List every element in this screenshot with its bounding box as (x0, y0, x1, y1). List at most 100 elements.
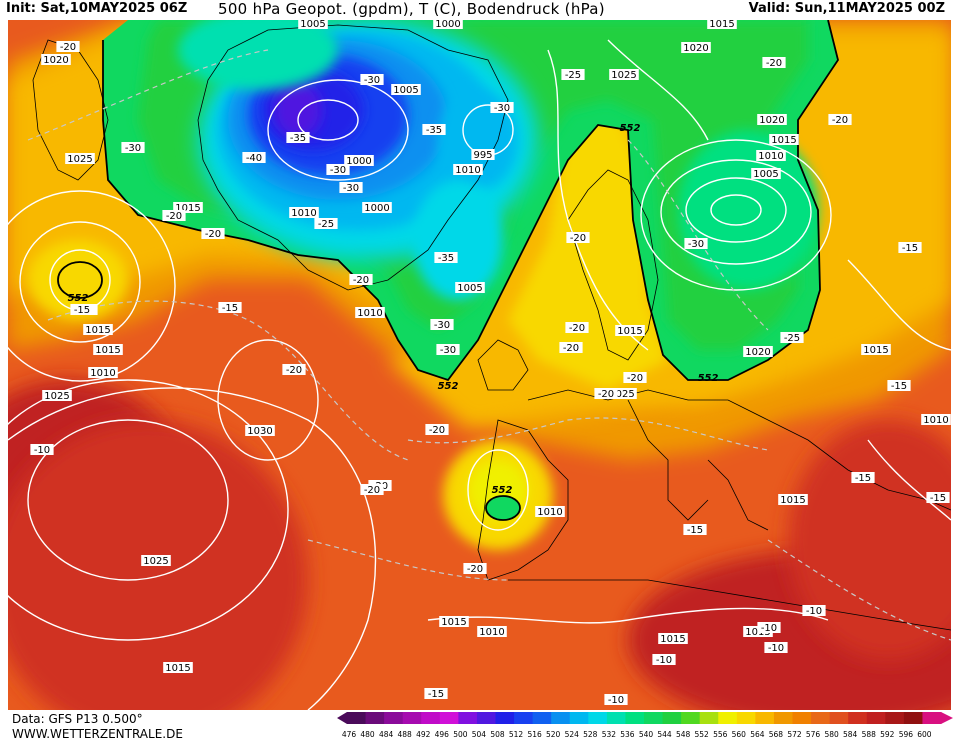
colorbar-tick-label: 492 (416, 730, 431, 739)
pressure-label: 1015 (173, 202, 203, 214)
temperature-label-box (898, 242, 922, 253)
colorbar-tick-label: 508 (490, 730, 505, 739)
coastlines (32, 24, 951, 631)
temperature-label-text: -15 (891, 381, 907, 392)
colorbar-tick-label: 588 (862, 730, 877, 739)
temperature-label: -20 (162, 210, 186, 222)
temperature-label-text: -10 (768, 643, 784, 654)
colorbar-tick-label: 540 (639, 730, 654, 739)
temperature-label-text: -40 (246, 153, 262, 164)
pressure-label-box (173, 202, 203, 213)
temperature-label-box (314, 218, 338, 229)
pressure-label-text: 1010 (291, 208, 316, 219)
colorbar-tick-label: 560 (732, 730, 747, 739)
pressure-label-text: 1010 (923, 415, 948, 426)
temperature-label: -20 (565, 322, 589, 334)
temperature-label: -35 (286, 132, 310, 144)
temperature-label: -20 (282, 364, 306, 376)
pressure-label-box (362, 202, 392, 213)
geopotential-label: 552 (492, 485, 513, 496)
pressure-label-box (769, 134, 799, 145)
colorbar-swatch (551, 712, 571, 724)
geopotential-label-text: 552 (698, 373, 719, 384)
temperature-label-text: -20 (286, 365, 302, 376)
pressure-label-box (707, 20, 737, 29)
colorbar-tick-label: 600 (917, 730, 932, 739)
temperature-label-box (623, 372, 647, 383)
pressure-label-box (658, 633, 688, 644)
temperature-label: -15 (898, 242, 922, 254)
pressure-label-box (141, 555, 171, 566)
temperature-label: -30 (490, 102, 514, 114)
temperature-label: -35 (434, 252, 458, 264)
temperature-label-text: -30 (364, 75, 380, 86)
website-url[interactable]: WWW.WETTERZENTRALE.DE (12, 727, 183, 741)
temperature-label: -10 (764, 642, 788, 654)
data-source: Data: GFS P13 0.500° (12, 712, 143, 726)
colorbar-tick-label: 504 (472, 730, 487, 739)
temperature-label-text: -35 (438, 253, 454, 264)
temperature-label: -20 (623, 372, 647, 384)
colorbar-tick-label: 576 (806, 730, 821, 739)
pressure-label-box (41, 54, 71, 65)
pressure-label: 1010 (477, 626, 507, 638)
colorbar-tick-label: 592 (880, 730, 895, 739)
pressure-label-box (455, 282, 485, 293)
pressure-labels: 1020 1005 1000 1015 1020 1025 1005 995 1025 1000 1… (41, 20, 951, 674)
colorbar-swatch (829, 712, 849, 724)
temperature-label: -30 (121, 142, 145, 154)
pressure-label: 1005 (751, 168, 781, 180)
temperature-label: -20 (463, 563, 487, 575)
temperature-label: -30 (360, 74, 384, 86)
map-svg: 1020 1005 1000 1015 1020 1025 1005 995 1025 1000 1… (8, 20, 951, 710)
temperature-label: -20 (559, 342, 583, 354)
temperature-label-text: -30 (688, 239, 704, 250)
temperature-label-text: -35 (290, 133, 306, 144)
temperature-label-box (566, 232, 590, 243)
temperature-label-box (360, 74, 384, 85)
pressure-label-box (535, 506, 565, 517)
pressure-label-box (609, 69, 639, 80)
temperature-label: -20 (594, 388, 618, 400)
temperature-label-box (559, 342, 583, 353)
colorbar-swatch (644, 712, 664, 724)
temperature-label-text: -30 (494, 103, 510, 114)
colorbar-tick-label: 480 (360, 730, 375, 739)
geopotential-label: 552 (698, 373, 719, 384)
temperature-label-text: -25 (318, 219, 334, 230)
colorbar-swatch (458, 712, 478, 724)
colorbar-tick-label: 552 (695, 730, 710, 739)
temperature-label: -15 (851, 472, 875, 484)
temperature-label: -20 (566, 232, 590, 244)
geopotential-label: 552 (68, 293, 89, 304)
temperature-label-text: -25 (565, 70, 581, 81)
temperature-label: -20 (56, 41, 80, 53)
colorbar-swatch (922, 712, 942, 724)
temperature-label: -15 (424, 688, 448, 700)
temperature-label-box (201, 228, 225, 239)
pressure-label-text: 1015 (85, 325, 110, 336)
pressure-label: 1025 (141, 555, 171, 567)
pressure-label: 1010 (921, 414, 951, 426)
temperature-labels: -20 -30 -35 -40 -30 -35 -30 -25 -20 -25 -20 -35 -30 -… (30, 41, 950, 706)
pressure-label-text: 1005 (300, 20, 325, 30)
temperature-label-text: -20 (205, 229, 221, 240)
temperature-label-text: -30 (330, 165, 346, 176)
temperature-label: -15 (926, 492, 950, 504)
temperature-label-text: -20 (627, 373, 643, 384)
temperature-label: -30 (436, 344, 460, 356)
temperature-label: -10 (30, 444, 54, 456)
pressure-label-text: 1010 (455, 165, 480, 176)
temperature-label-box (594, 388, 618, 399)
pressure-label-box (344, 155, 374, 166)
temperature-label-text: -20 (569, 323, 585, 334)
colorbar-tick-label: 564 (750, 730, 765, 739)
temperature-label-text: -20 (766, 58, 782, 69)
pressure-label: 1010 (756, 150, 786, 162)
temperature-label-box (430, 319, 454, 330)
colorbar-swatch (606, 712, 626, 724)
temperature-label-box (780, 332, 804, 343)
pressure-label: 1015 (707, 20, 737, 30)
pressure-label: 1020 (743, 346, 773, 358)
init-time: Init: Sat,10MAY2025 06Z (6, 1, 188, 16)
